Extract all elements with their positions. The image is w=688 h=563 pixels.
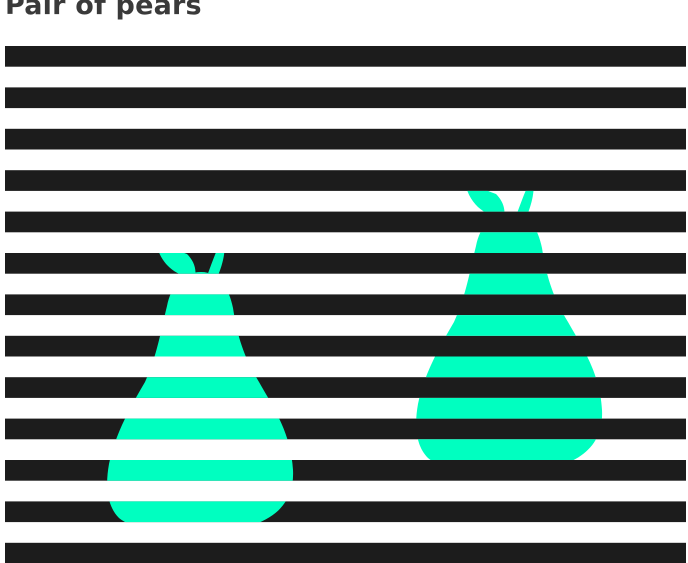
dark-stripe	[5, 170, 686, 192]
white-stripe	[5, 108, 686, 130]
pear-illusion-image	[5, 46, 686, 563]
dark-stripe	[5, 87, 686, 109]
dark-stripe	[5, 253, 686, 275]
dark-stripe	[5, 128, 686, 150]
white-stripe	[5, 273, 686, 295]
white-stripe	[5, 190, 686, 212]
stripe-bands	[5, 46, 686, 563]
dark-stripe	[5, 460, 686, 482]
page-title: Pair of pears	[5, 0, 202, 21]
dark-stripe	[5, 46, 686, 68]
white-stripe	[5, 66, 686, 88]
dark-stripe	[5, 211, 686, 233]
white-stripe	[5, 232, 686, 254]
dark-stripe	[5, 294, 686, 316]
dark-stripe	[5, 542, 686, 563]
white-stripe	[5, 522, 686, 544]
dark-stripe	[5, 501, 686, 523]
white-stripe	[5, 149, 686, 171]
white-stripe	[5, 315, 686, 337]
